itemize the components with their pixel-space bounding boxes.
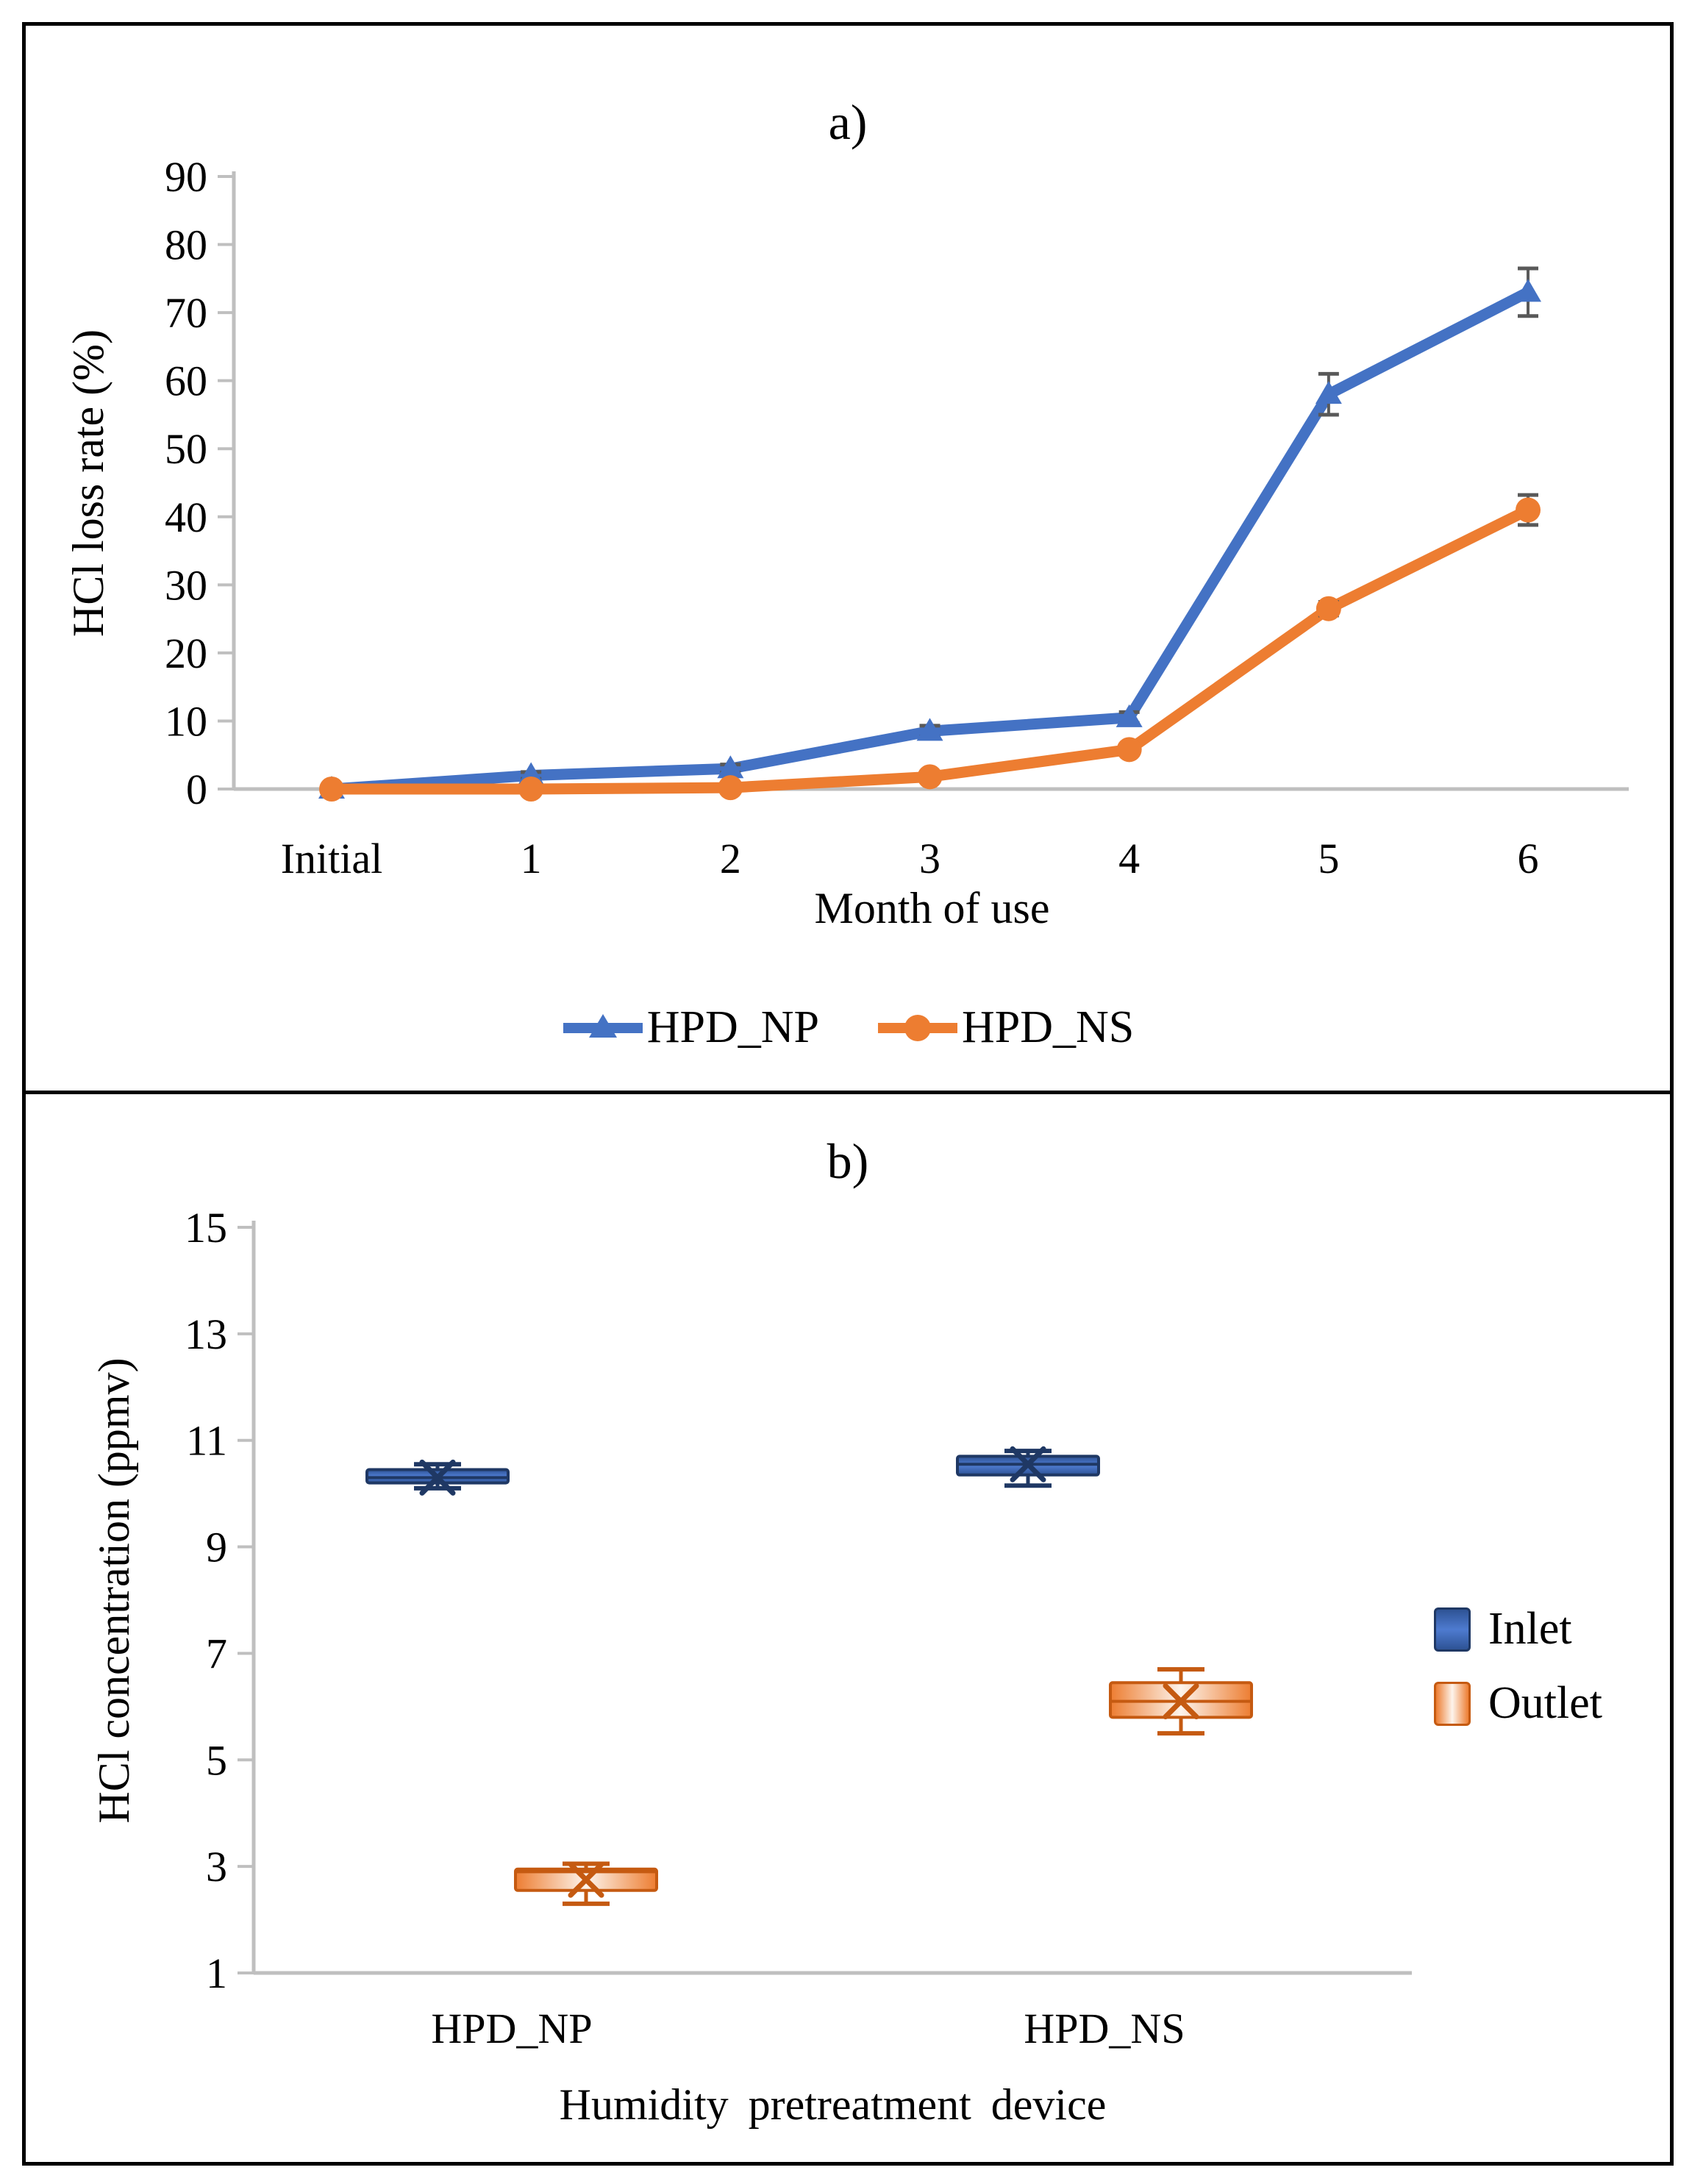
legend-item-hpd-np: HPD_NP xyxy=(562,1002,819,1054)
x-tick-label: 4 xyxy=(1118,835,1140,882)
y-tick-label: 70 xyxy=(165,289,207,337)
legend-label-hpd-np: HPD_NP xyxy=(646,1002,819,1052)
y-tick-label: 60 xyxy=(165,357,207,405)
inlet-swatch-icon xyxy=(1434,1607,1471,1652)
legend-label-outlet: Outlet xyxy=(1488,1678,1602,1728)
x-tick-label: 2 xyxy=(720,835,741,882)
panel-b-title: b) xyxy=(827,1133,869,1189)
box-Inlet-HPD_NP xyxy=(365,1459,510,1496)
mean-marker xyxy=(568,1861,604,1898)
data-point-circle xyxy=(917,764,943,790)
x-tick-label: 6 xyxy=(1518,835,1539,882)
panel-divider xyxy=(26,1091,1670,1094)
y-tick-label: 11 xyxy=(186,1417,227,1465)
chart-b-x-axis-title: Humidity pretreatment device xyxy=(559,2080,1107,2129)
data-point-triangle xyxy=(717,755,744,779)
y-tick-label: 5 xyxy=(206,1736,227,1784)
y-tick-label: 9 xyxy=(206,1524,227,1571)
y-tick-label: 30 xyxy=(165,561,207,609)
y-tick-label: 40 xyxy=(165,493,207,541)
panel-a-title: a) xyxy=(828,94,868,150)
box-Outlet-HPD_NS xyxy=(1109,1667,1253,1736)
data-point-triangle xyxy=(1515,279,1542,302)
mean-marker xyxy=(1010,1446,1046,1482)
hpd-ns-line-marker-icon xyxy=(878,1014,957,1041)
series-HPD_NS xyxy=(319,493,1541,802)
chart-a-x-axis-title: Month of use xyxy=(814,884,1050,932)
legend-item-hpd-ns: HPD_NS xyxy=(877,1002,1134,1054)
y-tick-label: 50 xyxy=(165,425,207,473)
y-tick-label: 10 xyxy=(165,697,207,745)
series-line-HPD_NS xyxy=(326,504,1534,795)
series-HPD_NP xyxy=(318,266,1542,799)
legend-item-inlet: Inlet xyxy=(1434,1603,1602,1655)
data-point-triangle xyxy=(916,718,943,741)
data-point-circle xyxy=(1316,596,1341,621)
mean-marker xyxy=(1163,1683,1199,1720)
hpd-np-line-marker-icon xyxy=(563,1013,643,1038)
y-tick-label: 15 xyxy=(185,1204,227,1252)
y-tick-label: 3 xyxy=(206,1843,227,1891)
series-line-HPD_NP xyxy=(326,286,1534,795)
legend-label-inlet: Inlet xyxy=(1488,1604,1572,1654)
y-tick-label: 90 xyxy=(165,153,207,201)
data-point-circle xyxy=(319,777,344,802)
x-tick-label: 1 xyxy=(521,835,542,882)
chart-b-legend: Inlet Outlet xyxy=(1434,1603,1602,1730)
chart-a-canvas: 0 10 20 30 40 50 60 70 80 90 Initial 1 2 3 4 5 6 xyxy=(165,153,1629,882)
y-tick-label: 80 xyxy=(165,221,207,269)
x-tick-label: 5 xyxy=(1318,835,1339,882)
x-tick-label: HPD_NS xyxy=(1024,2005,1185,2052)
x-tick-label: Initial xyxy=(281,835,383,882)
y-tick-label: 7 xyxy=(206,1630,227,1677)
box-Outlet-HPD_NP xyxy=(514,1861,658,1906)
x-tick-label: 3 xyxy=(919,835,940,882)
x-tick-label: HPD_NP xyxy=(431,2005,592,2052)
data-point-circle xyxy=(1116,737,1142,763)
legend-item-outlet: Outlet xyxy=(1434,1677,1602,1730)
y-tick-label: 20 xyxy=(165,629,207,677)
legend-label-hpd-ns: HPD_NS xyxy=(962,1002,1135,1052)
mean-marker xyxy=(419,1459,456,1496)
y-tick-label: 13 xyxy=(185,1310,227,1358)
data-point-triangle xyxy=(1315,381,1342,404)
chart-a-legend: HPD_NP HPD_NS xyxy=(26,1002,1670,1054)
data-point-triangle xyxy=(1115,704,1143,727)
data-point-circle xyxy=(718,775,743,801)
box-Inlet-HPD_NS xyxy=(956,1446,1100,1488)
data-point-circle xyxy=(518,777,544,802)
outlet-swatch-icon xyxy=(1434,1681,1471,1726)
y-tick-label: 1 xyxy=(206,1949,227,1997)
data-point-circle xyxy=(1516,497,1541,523)
y-tick-label: 0 xyxy=(186,766,207,813)
